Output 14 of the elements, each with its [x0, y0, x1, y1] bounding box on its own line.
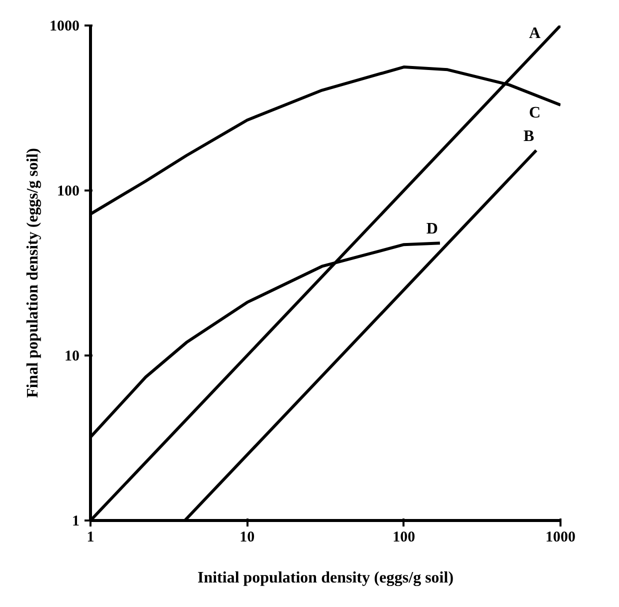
y-tick-label: 1000 [50, 18, 80, 34]
series-label: D [426, 220, 438, 238]
x-tick-label: 10 [240, 530, 255, 546]
series-label: A [528, 25, 541, 42]
x-tick-label: 100 [392, 530, 416, 546]
y-tick-label: 1 [72, 514, 80, 530]
y-tick-label: 100 [57, 184, 80, 200]
x-axis-title: Initial population density (eggs/g soil) [197, 570, 454, 586]
x-tick-label: 1000 [546, 530, 576, 546]
series-label: C [528, 104, 541, 122]
y-tick-label: 10 [64, 348, 80, 364]
y-axis-title: Final population density (eggs/g soil) [24, 148, 42, 398]
x-tick-label: 1 [86, 530, 94, 546]
series-label: B [524, 128, 535, 145]
